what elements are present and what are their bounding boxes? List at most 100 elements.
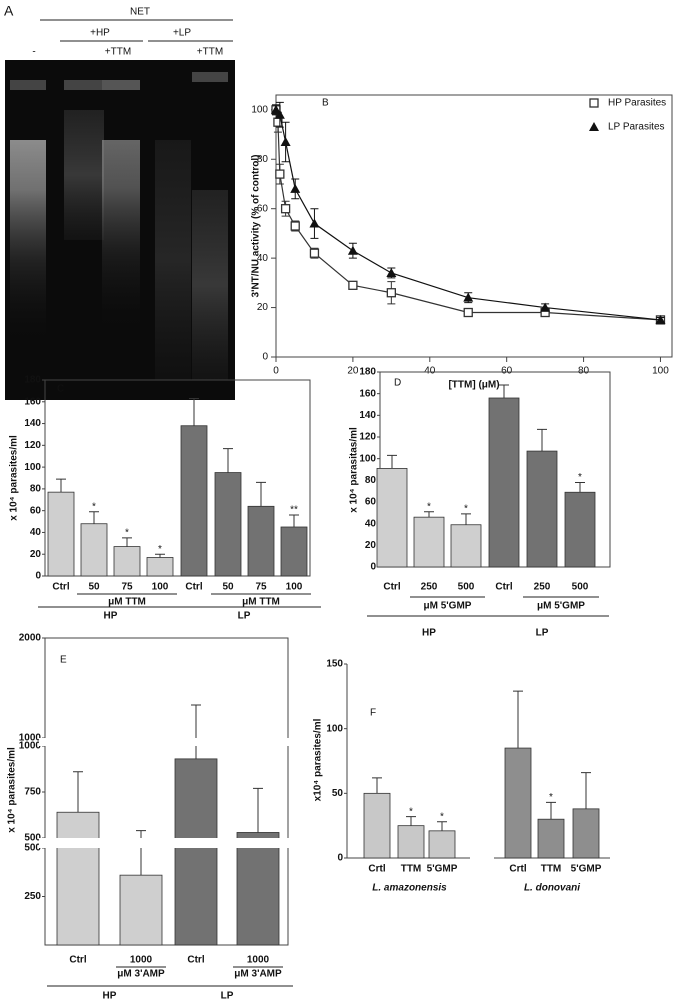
marker <box>280 136 291 146</box>
x-tick-label: 50 <box>88 582 100 593</box>
lane-label: +TTM <box>105 47 131 58</box>
x-tick-label: 75 <box>121 582 133 593</box>
group-label: HP <box>103 991 117 999</box>
legend-marker <box>589 98 599 108</box>
error-bar <box>189 398 199 426</box>
significance: * <box>409 806 413 817</box>
y-tick-label: 40 <box>30 527 42 538</box>
bar <box>119 874 163 946</box>
marker <box>347 245 358 255</box>
bar <box>526 450 558 568</box>
group-label: LP <box>221 991 234 999</box>
y-axis-label: x10⁴ parasites/ml <box>313 718 324 801</box>
legend-marker <box>589 122 599 131</box>
error-bar <box>73 771 83 813</box>
panel-a: A NET +HP +LP - +TTM +TTM <box>4 3 235 400</box>
bar <box>363 792 391 859</box>
panel-label: A <box>4 3 14 19</box>
bar <box>56 811 100 946</box>
group-sublabel: μM 3'AMP <box>234 969 282 980</box>
significance: * <box>427 501 431 512</box>
y-tick-label: 1000 <box>19 741 42 752</box>
error-bar <box>581 772 591 809</box>
error-bar <box>56 478 66 493</box>
marker <box>540 302 551 312</box>
x-tick-label: Ctrl <box>69 955 86 966</box>
header: NET <box>130 7 150 18</box>
panel-label: B <box>322 98 329 109</box>
bar <box>113 546 141 577</box>
y-tick-label: 40 <box>365 518 377 529</box>
bar <box>247 505 275 577</box>
x-tick-label: TTM <box>401 864 422 875</box>
group-label: +LP <box>173 28 191 39</box>
y-axis-label: x 10⁴ parasitas/ml <box>349 427 360 513</box>
significance: * <box>464 504 468 515</box>
gel-lane <box>10 140 46 340</box>
y-tick-label: 100 <box>251 104 268 115</box>
y-tick-label: 160 <box>24 396 41 407</box>
marker <box>309 218 320 228</box>
gel-well <box>64 80 104 90</box>
significance: ** <box>290 505 298 516</box>
axis-break <box>39 838 294 848</box>
y-tick-label: 50 <box>332 788 344 799</box>
plot-frame <box>44 379 311 577</box>
x-tick-label: 100 <box>652 366 669 377</box>
significance: * <box>440 811 444 822</box>
panel-label: E <box>60 655 67 666</box>
y-axis-label: x 10⁴ parasites/ml <box>7 747 18 833</box>
error-bar <box>223 448 233 473</box>
bar <box>146 557 174 577</box>
x-tick-label: 40 <box>424 366 436 377</box>
y-tick-label: 120 <box>359 432 376 443</box>
y-tick-label: 500 <box>24 843 41 854</box>
x-axis-label: [TTM] (μM) <box>448 380 499 391</box>
legend-label: LP Parasites <box>608 122 665 133</box>
group-label: HP <box>422 628 436 639</box>
group-sublabel: μM TTM <box>242 597 280 608</box>
y-tick-label: 140 <box>359 410 376 421</box>
axis-break <box>39 738 294 746</box>
bar <box>80 523 108 577</box>
bar <box>180 425 208 577</box>
marker <box>271 104 281 114</box>
x-tick-label: TTM <box>541 864 562 875</box>
bar <box>236 832 280 946</box>
y-tick-label: 2000 <box>19 633 42 644</box>
bar <box>47 491 75 577</box>
gel-well <box>102 80 140 90</box>
error-bar <box>499 384 509 398</box>
error-bar <box>537 428 547 452</box>
error-bar <box>256 481 266 507</box>
y-axis-label: x 10⁴ parasites/ml <box>9 435 20 521</box>
error-bar <box>424 511 434 518</box>
y-tick-label: 60 <box>30 505 42 516</box>
group-label: LP <box>536 628 549 639</box>
bar <box>376 468 408 568</box>
x-tick-label: Crtl <box>368 864 385 875</box>
y-tick-label: 0 <box>262 352 268 363</box>
y-tick-label: 60 <box>365 497 377 508</box>
significance: * <box>158 544 162 555</box>
y-tick-label: 140 <box>24 418 41 429</box>
marker <box>655 314 666 324</box>
group-label: +HP <box>90 28 110 39</box>
group-sublabel: μM 5'GMP <box>424 601 472 612</box>
group-label: L. amazonensis <box>372 883 447 894</box>
group-sublabel: μM 3'AMP <box>117 969 165 980</box>
y-tick-label: 100 <box>326 723 343 734</box>
error-bar <box>406 816 416 826</box>
y-tick-label: 100 <box>24 462 41 473</box>
y-tick-label: 0 <box>35 571 41 582</box>
significance: * <box>125 528 129 539</box>
panel-label: D <box>394 378 401 389</box>
panel-label: F <box>370 708 376 719</box>
panel-label: C <box>57 384 64 395</box>
y-tick-label: 180 <box>359 367 376 378</box>
lane-label: +TTM <box>197 47 223 58</box>
bar <box>488 397 520 568</box>
x-tick-label: 75 <box>255 582 267 593</box>
y-tick-label: 180 <box>24 375 41 386</box>
error-bar <box>546 801 556 820</box>
